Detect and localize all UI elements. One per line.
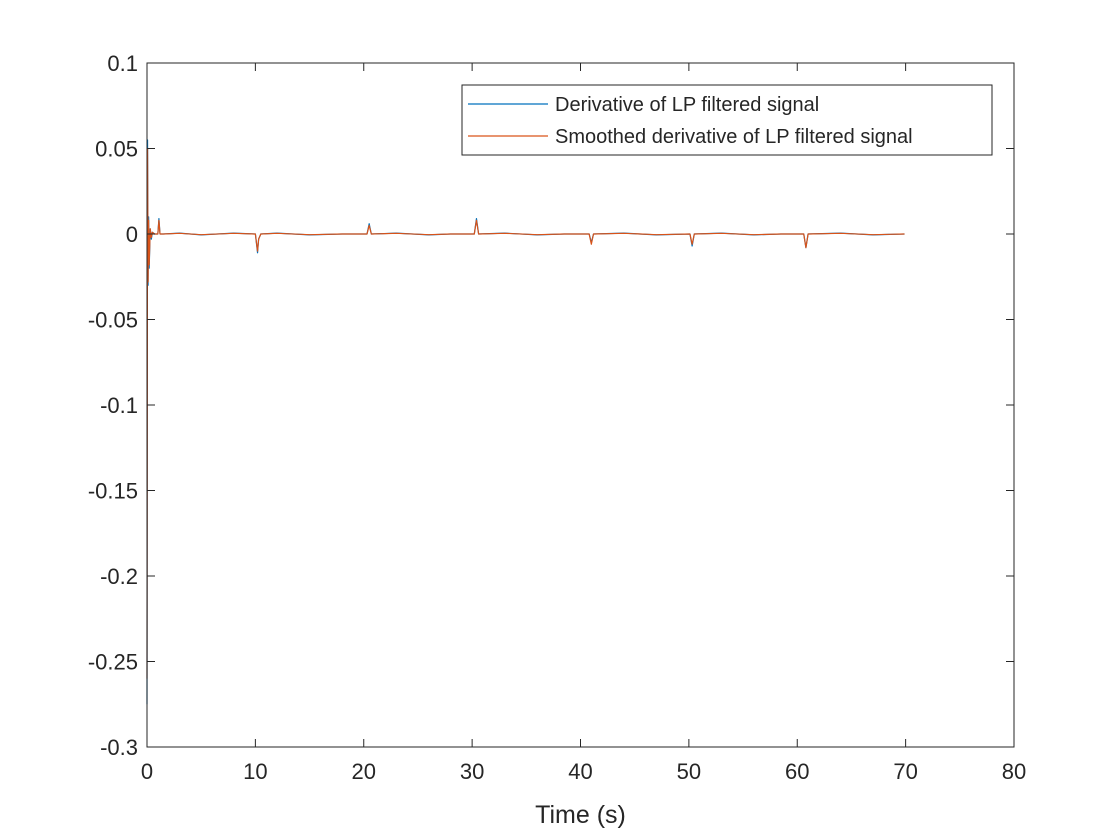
x-tick-label: 20: [352, 759, 376, 784]
y-tick-label: 0: [126, 222, 138, 247]
y-tick-label: -0.2: [100, 564, 138, 589]
legend-box: [461, 84, 993, 156]
x-tick-label: 80: [1002, 759, 1026, 784]
x-axis-label: Time (s): [535, 801, 626, 829]
series-line-2: [146, 147, 905, 679]
x-tick-label: 70: [893, 759, 917, 784]
y-tick-label: 0.1: [107, 51, 138, 76]
y-tick-label: -0.15: [88, 479, 138, 504]
plot-area: [147, 63, 1014, 747]
x-tick-label: 30: [460, 759, 484, 784]
y-tick-label: -0.25: [88, 650, 138, 675]
y-tick-label: -0.3: [100, 735, 138, 760]
x-tick-label: 10: [243, 759, 267, 784]
legend-label-series-2: Smoothed derivative of LP filtered signa…: [555, 126, 913, 148]
series-layer: [146, 139, 905, 705]
x-tick-label: 50: [677, 759, 701, 784]
legend: Derivative of LP filtered signal Smoothe…: [461, 84, 993, 156]
x-tick-label: 60: [785, 759, 809, 784]
y-tick-label: 0.05: [95, 137, 138, 162]
x-tick-label: 40: [568, 759, 592, 784]
ticks-layer: 0 10 20 30 40 50 60 70 80 -0.3 -0.25 -0.2 -0.15 -0.1 -…: [88, 51, 1026, 784]
y-tick-label: -0.1: [100, 393, 138, 418]
legend-label-series-1: Derivative of LP filtered signal: [555, 94, 819, 116]
y-tick-label: -0.05: [88, 308, 138, 333]
x-tick-label: 0: [141, 759, 153, 784]
